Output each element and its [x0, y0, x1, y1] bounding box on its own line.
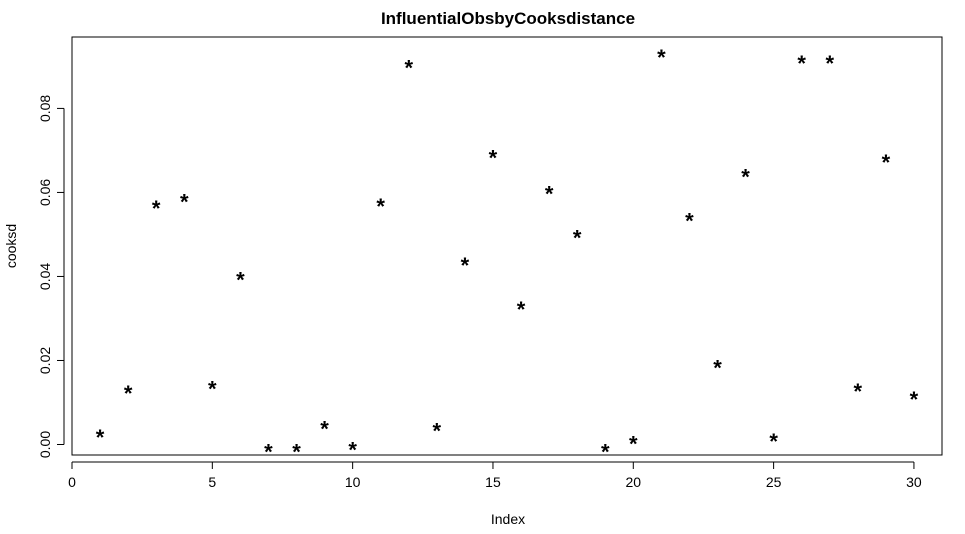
data-point: *	[629, 431, 638, 456]
y-tick-label: 0.06	[37, 179, 53, 206]
data-point: *	[404, 55, 413, 80]
data-point: *	[124, 381, 133, 406]
data-point: *	[854, 379, 863, 404]
x-tick-label: 0	[68, 474, 76, 490]
data-point: *	[348, 438, 357, 463]
data-point: *	[461, 253, 470, 278]
x-tick-label: 30	[906, 474, 922, 490]
data-point: *	[910, 387, 919, 412]
x-tick-label: 15	[485, 474, 501, 490]
data-point: *	[825, 51, 834, 76]
data-point: *	[882, 150, 891, 175]
y-tick-label: 0.02	[37, 347, 53, 374]
data-point: *	[96, 425, 105, 450]
x-axis-label: Index	[491, 511, 525, 527]
data-points: * * * * * * * * * * * * * * * * * * * * * * * * * * * * * *	[96, 45, 919, 465]
data-point: *	[236, 267, 245, 292]
data-point: *	[517, 297, 526, 322]
y-tick-label: 0.04	[37, 263, 53, 290]
data-point: *	[208, 377, 217, 402]
x-tick-label: 10	[345, 474, 361, 490]
data-point: *	[264, 440, 273, 465]
chart-title: InfluentialObsbyCooksdistance	[381, 9, 635, 28]
y-tick-label: 0.00	[37, 431, 53, 458]
data-point: *	[433, 419, 442, 444]
x-tick-label: 25	[766, 474, 782, 490]
y-axis-label: cooksd	[3, 224, 19, 268]
data-point: *	[152, 196, 161, 221]
data-point: *	[545, 181, 554, 206]
plot-frame	[71, 36, 943, 456]
data-point: *	[713, 356, 722, 381]
data-point: *	[769, 429, 778, 454]
data-point: *	[741, 165, 750, 190]
data-point: *	[180, 190, 189, 215]
data-point: *	[601, 440, 610, 465]
data-point: *	[489, 146, 498, 171]
data-point: *	[292, 440, 301, 465]
y-tick-label: 0.08	[37, 95, 53, 122]
data-point: *	[573, 225, 582, 250]
data-point: *	[320, 417, 329, 442]
data-point: *	[797, 51, 806, 76]
data-point: *	[657, 45, 666, 70]
data-point: *	[376, 194, 385, 219]
x-axis: 0 5 10 15 20 25 30	[68, 461, 922, 490]
data-point: *	[685, 209, 694, 234]
x-tick-label: 5	[208, 474, 216, 490]
y-axis: 0.00 0.02 0.04 0.06 0.08	[37, 95, 65, 458]
x-tick-label: 20	[626, 474, 642, 490]
